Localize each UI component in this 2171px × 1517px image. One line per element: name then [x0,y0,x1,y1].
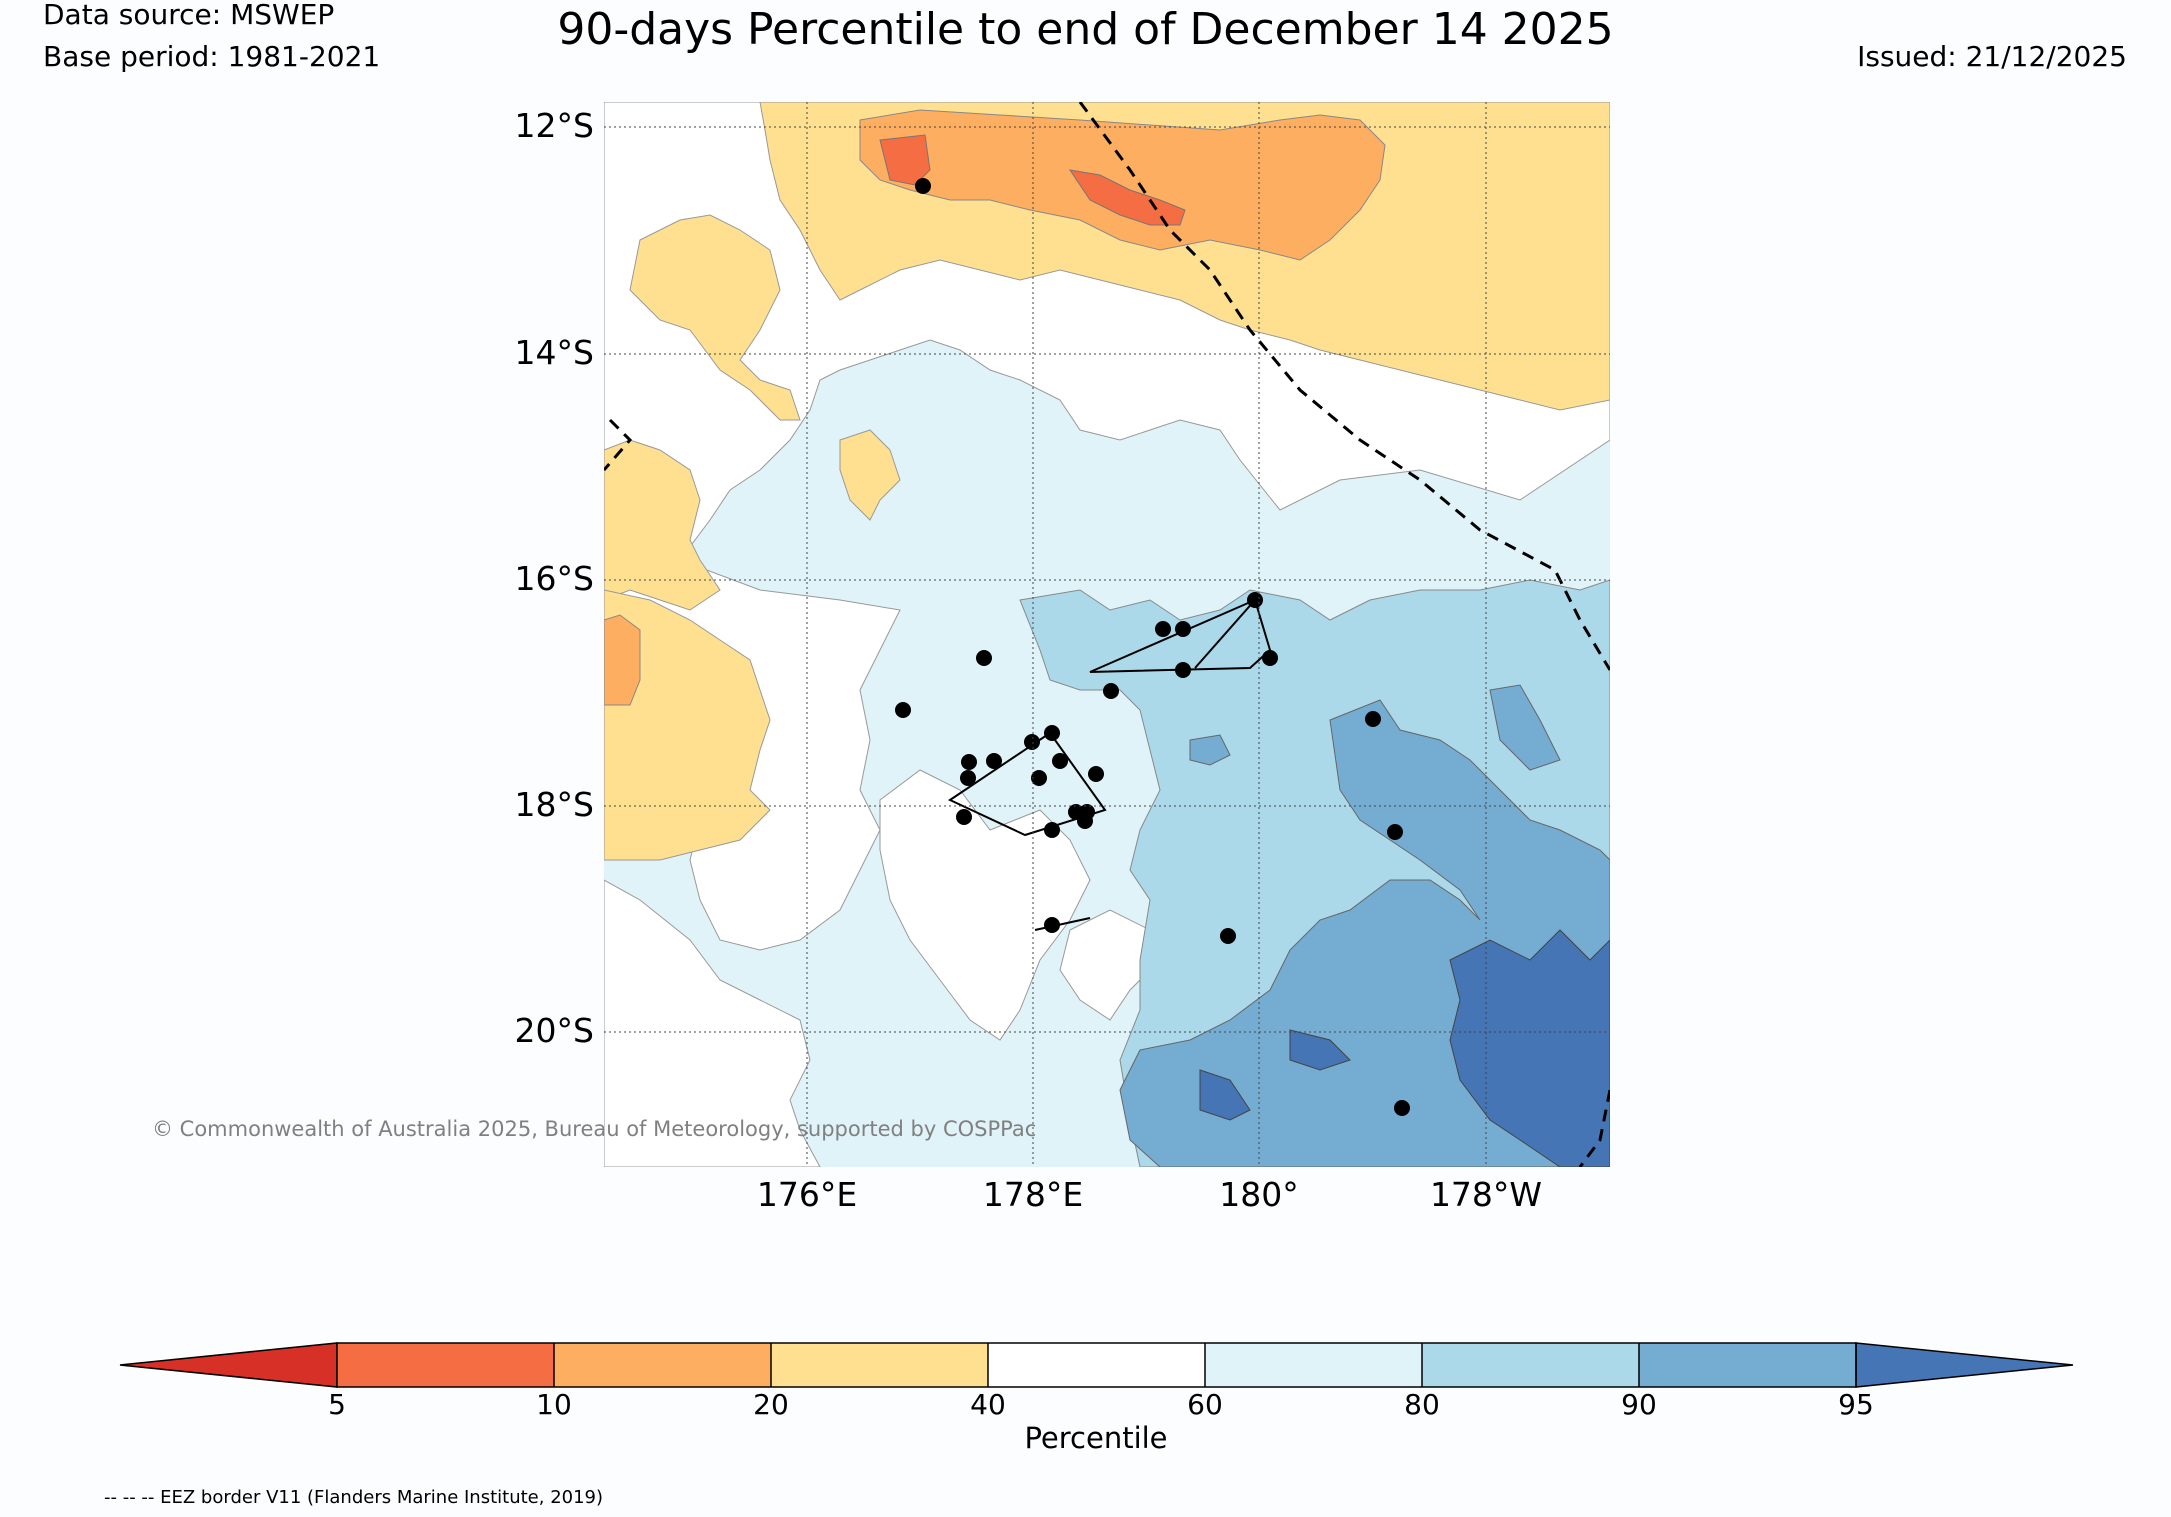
band-20-40-nw-blob [629,214,801,421]
band-above-95-patch-2 [1289,1029,1351,1071]
band-10-20-west [604,614,641,706]
band-90-95-patch [1189,734,1231,766]
colorbar-20-40 [771,1343,988,1387]
percentile-field [604,102,1610,1167]
band-20-40-patch [839,429,901,521]
island-outline-south [1034,917,1091,931]
lon-label-176e: 176°E [756,1175,858,1214]
colorbar-90-95 [1639,1343,1856,1387]
band-90-95-patch-2 [1489,684,1561,771]
colorbar-label: Percentile [1024,1421,1168,1455]
colorbar-tick-5: 5 [328,1388,346,1421]
colorbar-80-90 [1422,1343,1639,1387]
band-above-95 [1449,929,1610,1167]
island-outline-west [947,732,1107,837]
colorbar-extend-high [1855,1342,2074,1388]
data-source-label: Data source: MSWEP [43,0,335,31]
band-40-60-center [879,769,1091,1041]
band-5-10-north-center [1068,169,1186,226]
colorbar-tick-20: 20 [753,1388,789,1421]
colorbar-tick-90: 90 [1621,1388,1657,1421]
map-title: 90-days Percentile to end of December 14… [557,4,1614,55]
colorbar-tick-95: 95 [1838,1388,1874,1421]
colorbar-tick-80: 80 [1404,1388,1440,1421]
colorbar-tick-40: 40 [970,1388,1006,1421]
lat-label-14s: 14°S [514,333,594,372]
band-20-40-sw [604,589,771,861]
lon-label-178e: 178°E [982,1175,1084,1214]
eez-border-west [604,418,633,471]
copyright-note: © Commonwealth of Australia 2025, Bureau… [152,1117,1037,1141]
colorbar-extend-low [119,1342,338,1388]
lon-label-180: 180° [1219,1175,1299,1214]
colorbar-tick-10: 10 [536,1388,572,1421]
band-10-20-north [859,109,1386,261]
band-20-40-west [604,439,721,611]
colorbar-10-20 [554,1343,771,1387]
eez-border-southeast [1578,1089,1610,1167]
colorbar-5-10 [337,1343,554,1387]
lon-label-178w: 178°W [1429,1175,1543,1214]
band-40-60-west-south [604,879,821,1167]
colorbar-tick-60: 60 [1187,1388,1223,1421]
lat-label-20s: 20°S [514,1011,594,1050]
colorbar-60-80 [1205,1343,1422,1387]
band-above-95-patch [1199,1069,1251,1121]
band-5-10-north-west [879,134,931,186]
lat-label-16s: 16°S [514,559,594,598]
eez-legend-note: -- -- -- EEZ border V11 (Flanders Marine… [104,1487,604,1508]
eez-border [1078,102,1610,671]
lat-label-12s: 12°S [514,106,594,145]
colorbar-40-60 [988,1343,1205,1387]
issued-date: Issued: 21/12/2025 [1857,40,2127,73]
band-40-60-center-2 [1059,909,1161,1021]
lat-label-18s: 18°S [514,785,594,824]
colorbar [119,1342,2074,1388]
island-outline-east [1089,597,1272,673]
station-dots [895,178,1410,1116]
base-period-label: Base period: 1981-2021 [43,40,381,73]
